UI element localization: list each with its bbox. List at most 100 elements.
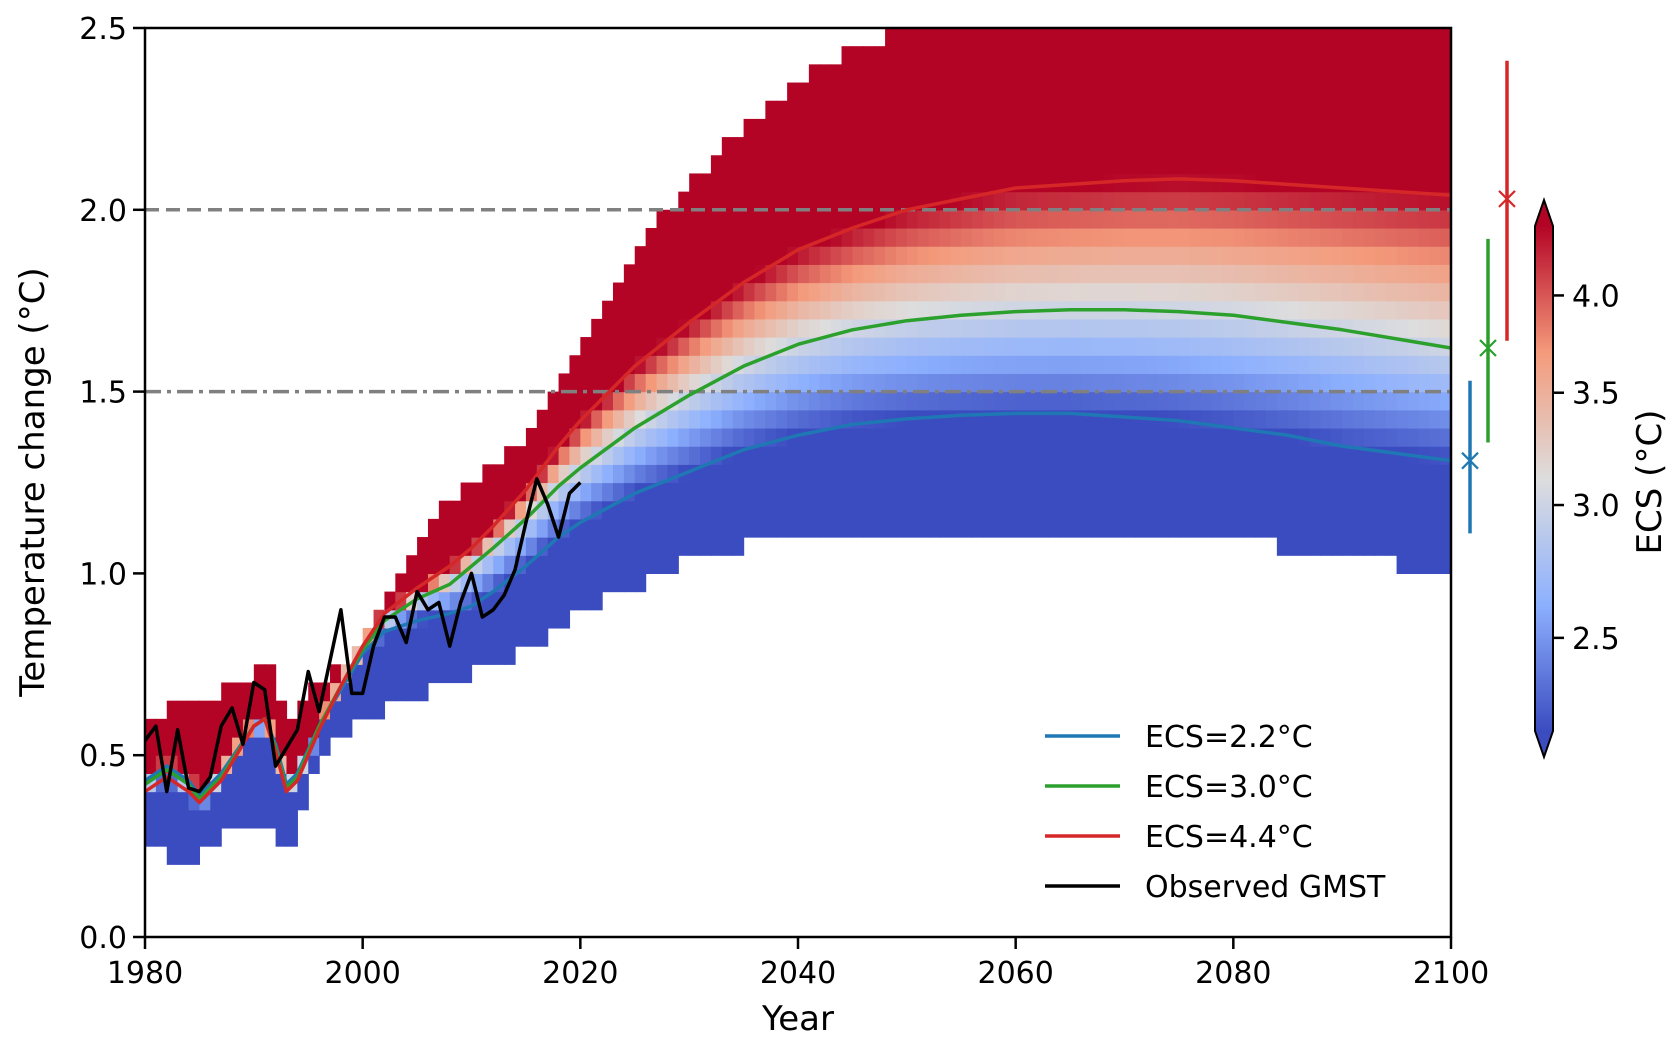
heatmap-cell [808, 209, 821, 229]
heatmap-cell [1418, 318, 1430, 338]
heatmap-cell [841, 318, 854, 338]
heatmap-cell [1233, 227, 1245, 247]
heatmap-cell [1265, 482, 1278, 502]
heatmap-cell [732, 300, 745, 320]
heatmap-cell [1048, 246, 1060, 265]
heatmap-cell [1048, 155, 1060, 175]
heatmap-cell [1276, 464, 1289, 484]
heatmap-cell [1353, 64, 1365, 84]
heatmap-cell [427, 627, 440, 647]
heatmap-cell [1048, 46, 1060, 65]
heatmap-cell [602, 500, 614, 520]
heatmap-cell [1102, 64, 1115, 84]
heatmap-cell [1396, 409, 1409, 429]
heatmap-cell [1255, 46, 1267, 65]
heatmap-cell [1363, 64, 1376, 84]
heatmap-cell [1070, 46, 1082, 65]
heatmap-cell [1342, 227, 1354, 247]
heatmap-cell [1102, 155, 1115, 175]
heatmap-cell [1091, 28, 1104, 47]
heatmap-cell [852, 300, 864, 320]
heatmap-cell [808, 82, 821, 102]
heatmap-cell [710, 155, 723, 175]
heatmap-cell [1059, 46, 1071, 65]
heatmap-cell [145, 755, 157, 774]
heatmap-cell [983, 118, 995, 138]
heatmap-cell [580, 337, 592, 356]
heatmap-cell [776, 227, 788, 247]
heatmap-cell [1407, 173, 1419, 193]
heatmap-cell [1102, 391, 1115, 411]
heatmap-cell [765, 427, 777, 447]
heatmap-cell [1353, 427, 1365, 447]
heatmap-cell [1059, 464, 1071, 484]
heatmap-cell [623, 500, 636, 520]
heatmap-cell [1026, 409, 1039, 429]
heatmap-cell [1385, 227, 1398, 247]
heatmap-cell [1178, 264, 1191, 284]
heatmap-cell [1157, 173, 1169, 193]
heatmap-cell [939, 500, 951, 520]
heatmap-cell [1037, 28, 1049, 47]
heatmap-cell [939, 155, 951, 175]
heatmap-cell [645, 227, 658, 247]
heatmap-cell [993, 100, 1006, 120]
heatmap-cell [1102, 227, 1115, 247]
heatmap-cell [917, 264, 930, 284]
heatmap-cell [678, 518, 690, 538]
heatmap-cell [743, 137, 756, 156]
heatmap-cell [1320, 100, 1332, 120]
heatmap-cell [754, 191, 766, 211]
heatmap-cell [1342, 500, 1354, 520]
heatmap-cell [863, 227, 875, 247]
heatmap-cell [1244, 82, 1256, 102]
heatmap-cell [1113, 227, 1126, 247]
heatmap-cell [253, 755, 266, 774]
heatmap-cell [1004, 482, 1017, 502]
heatmap-cell [449, 664, 462, 684]
heatmap-cell [449, 591, 462, 611]
heatmap-cell [1233, 155, 1245, 175]
heatmap-cell [1287, 155, 1300, 175]
heatmap-cell [1440, 482, 1451, 502]
heatmap-cell [1396, 282, 1409, 302]
heatmap-cell [1004, 82, 1017, 102]
heatmap-cell [580, 482, 592, 502]
heatmap-cell [1004, 409, 1017, 429]
heatmap-cell [1396, 427, 1409, 447]
heatmap-cell [993, 64, 1006, 84]
heatmap-cell [841, 227, 854, 247]
heatmap-cell [972, 246, 984, 265]
heatmap-cell [972, 373, 984, 393]
heatmap-cell [1015, 46, 1028, 65]
heatmap-cell [906, 209, 919, 229]
heatmap-cell [1265, 355, 1278, 375]
heatmap-cell [1004, 264, 1017, 284]
heatmap-cell [253, 737, 266, 756]
heatmap-cell [1276, 427, 1289, 447]
heatmap-cell [1255, 264, 1267, 284]
heatmap-cell [1080, 246, 1093, 265]
heatmap-cell [591, 500, 603, 520]
heatmap-cell [1233, 282, 1245, 302]
heatmap-cell [1037, 409, 1049, 429]
heatmap-cell [438, 664, 451, 684]
heatmap-cell [1407, 373, 1419, 393]
heatmap-cell [950, 64, 962, 84]
heatmap-cell [1146, 209, 1158, 229]
heatmap-cell [1429, 500, 1441, 520]
heatmap-cell [1048, 337, 1060, 356]
heatmap-cell [1298, 537, 1311, 556]
heatmap-cell [961, 427, 973, 447]
heatmap-cell [689, 373, 701, 393]
heatmap-cell [1440, 118, 1451, 138]
heatmap-cell [623, 537, 636, 556]
heatmap-cell [776, 391, 788, 411]
heatmap-cell [798, 209, 810, 229]
heatmap-cell [1211, 300, 1224, 320]
heatmap-cell [1353, 137, 1365, 156]
heatmap-cell [1331, 464, 1343, 484]
heatmap-cell [1124, 246, 1136, 265]
heatmap-cell [634, 318, 647, 338]
heatmap-cell [1363, 464, 1376, 484]
